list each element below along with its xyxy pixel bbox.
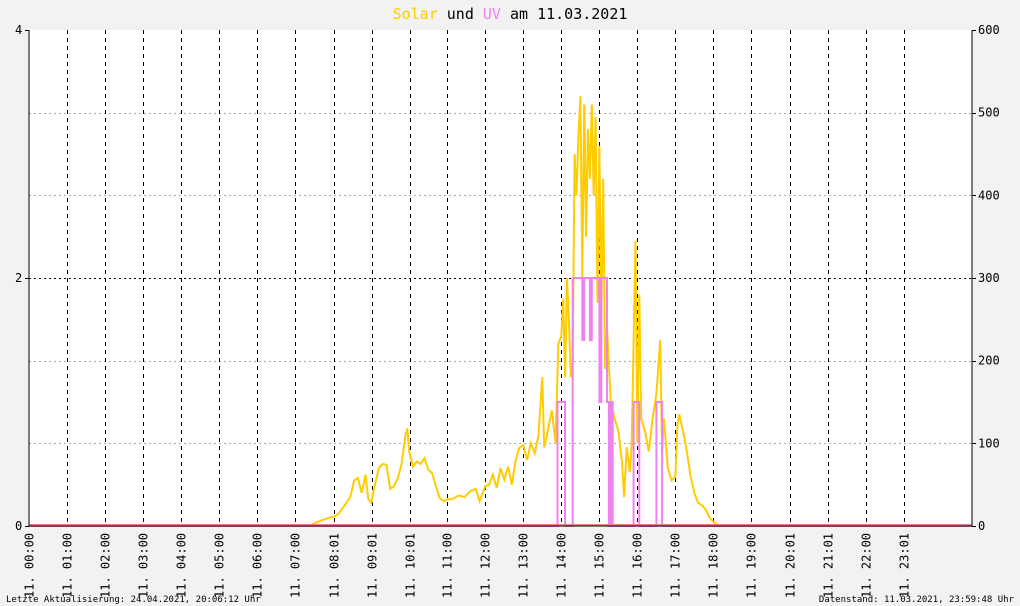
x-tick-label: 11. 18:00: [707, 533, 721, 598]
x-tick-label: 11. 09:01: [366, 533, 380, 598]
y-right-tick-label: 500: [978, 106, 1000, 120]
x-tick-label: 11. 21:01: [822, 533, 836, 598]
grid-layer: [29, 30, 972, 526]
y-right-tick-label: 100: [978, 436, 1000, 450]
x-tick-label: 11. 01:00: [61, 533, 75, 598]
x-tick-label: 11. 10:01: [404, 533, 418, 598]
title-solar: Solar: [393, 5, 438, 23]
title-und: und: [447, 5, 474, 23]
x-tick-label: 11. 17:00: [669, 533, 683, 598]
x-tick-label: 11. 12:00: [479, 533, 493, 598]
y-left-tick-label: 4: [15, 23, 22, 37]
y-right-tick-label: 400: [978, 188, 1000, 202]
title-date: am 11.03.2021: [510, 5, 627, 23]
x-tick-label: 11. 23:01: [898, 533, 912, 598]
y-left-tick-label: 0: [15, 519, 22, 533]
y-right-tick-label: 600: [978, 23, 1000, 37]
x-tick-label: 11. 20:01: [784, 533, 798, 598]
x-tick-label: 11. 07:00: [289, 533, 303, 598]
y-right-tick-label: 200: [978, 354, 1000, 368]
x-tick-label: 11. 13:00: [517, 533, 531, 598]
x-tick-label: 11. 05:00: [213, 533, 227, 598]
title-uv: UV: [483, 5, 501, 23]
x-tick-label: 11. 04:00: [175, 533, 189, 598]
y-left-tick-label: 2: [15, 271, 22, 285]
x-tick-label: 11. 22:00: [860, 533, 874, 598]
tick-labels: 0 100 200 300 400 500 600 0 2 4 11. 00:00 11. 01:00…: [15, 23, 1000, 598]
footer-last-update: Letzte Aktualisierung: 24.04.2021, 20:06…: [6, 595, 261, 605]
x-tick-label: 11. 02:00: [99, 533, 113, 598]
x-tick-label: 11. 11:00: [441, 533, 455, 598]
x-tick-label: 11. 00:00: [23, 533, 37, 598]
x-tick-label: 11. 03:00: [137, 533, 151, 598]
x-tick-label: 11. 19:00: [745, 533, 759, 598]
x-tick-label: 11. 06:00: [251, 533, 265, 598]
series-layer: [29, 96, 972, 527]
series-solar-line: [29, 96, 972, 527]
y-right-tick-label: 300: [978, 271, 1000, 285]
x-tick-label: 11. 16:00: [631, 533, 645, 598]
x-tick-label: 11. 14:00: [555, 533, 569, 598]
chart-title: Solar und UV am 11.03.2021: [393, 5, 628, 23]
x-tick-label: 11. 08:01: [328, 533, 342, 598]
x-tick-label: 11. 15:00: [593, 533, 607, 598]
y-right-tick-label: 0: [978, 519, 985, 533]
footer-data-status: Datenstand: 11.03.2021, 23:59:48 Uhr: [819, 595, 1015, 605]
series-uv-line: [29, 277, 972, 527]
